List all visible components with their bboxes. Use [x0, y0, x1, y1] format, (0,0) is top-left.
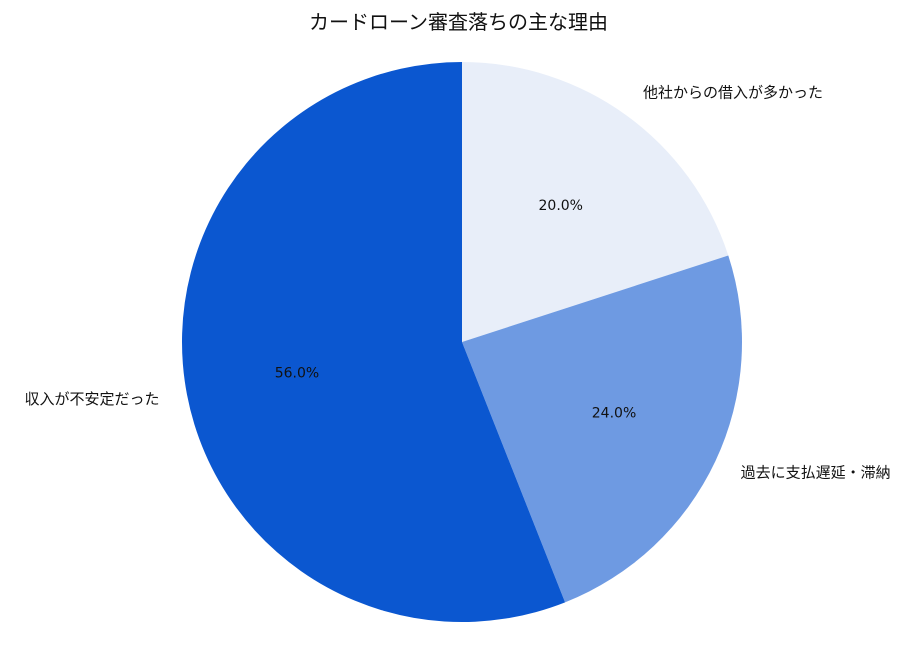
- slice-percent-label: 56.0%: [275, 365, 319, 381]
- slice-percent-label: 24.0%: [592, 406, 636, 422]
- slice-percent-label: 20.0%: [539, 198, 583, 214]
- pie-slice: [462, 255, 743, 603]
- slice-category-label: 過去に支払遅延・滞納: [741, 464, 891, 482]
- slice-category-label: 他社からの借入が多かった: [643, 83, 823, 101]
- slice-category-label: 収入が不安定だった: [24, 390, 159, 408]
- chart-title: カードローン審査落ちの主な理由: [309, 10, 608, 34]
- pie-slice: [462, 62, 729, 342]
- pie-slice: [182, 62, 566, 622]
